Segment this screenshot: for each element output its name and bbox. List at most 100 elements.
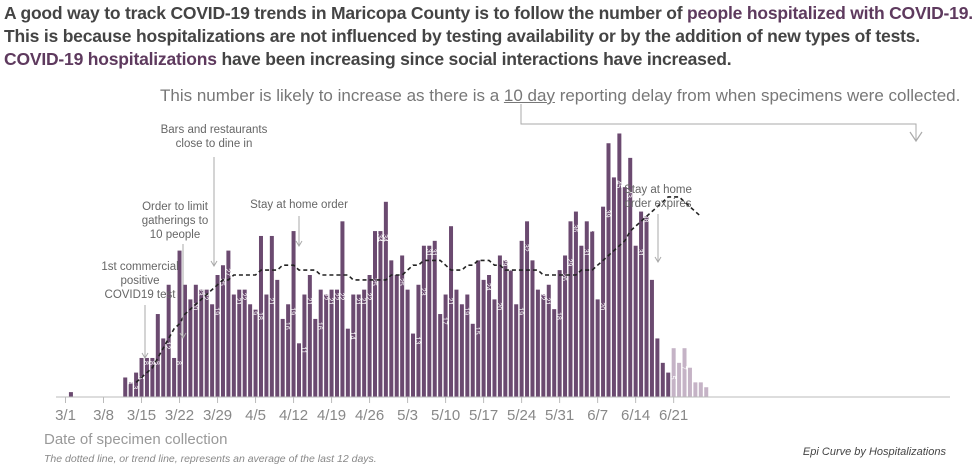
highlight-hospitalized: people hospitalized with COVID-19. xyxy=(687,3,973,23)
bar xyxy=(362,289,367,397)
bar-label: 22 xyxy=(337,293,344,301)
delayed-bar-label: 7 xyxy=(679,366,686,370)
bar xyxy=(617,133,622,398)
bar xyxy=(215,275,220,397)
bar-label: 32 xyxy=(522,244,529,252)
bar-label: 22 xyxy=(365,293,372,301)
bar xyxy=(356,294,361,397)
bar-label: 21 xyxy=(359,298,366,306)
bar-label: 22 xyxy=(240,293,247,301)
bar-label: 16 xyxy=(316,322,323,330)
bar xyxy=(633,245,638,397)
reporting-delay-note: This number is likely to increase as the… xyxy=(160,86,961,105)
bar-label: 21 xyxy=(446,298,453,306)
bar-label: 22 xyxy=(457,293,464,301)
bar-label: 33 xyxy=(261,239,268,247)
bar-label: 18 xyxy=(555,312,562,320)
bar xyxy=(166,284,171,397)
bar xyxy=(269,235,274,397)
bar xyxy=(606,143,611,397)
bar-label: 35 xyxy=(451,229,458,237)
bar xyxy=(601,206,606,397)
delay-arrow-icon xyxy=(909,131,923,143)
bar-label: 23 xyxy=(419,288,426,296)
bar-label: 21 xyxy=(267,298,274,306)
bar xyxy=(503,260,508,397)
arrow-down-icon xyxy=(179,332,187,339)
bar xyxy=(373,231,378,397)
annotation-commercial_test: COVID19 test xyxy=(105,289,177,301)
bar-label: 4 xyxy=(126,380,133,384)
annotation-limit_gatherings: 10 people xyxy=(150,229,201,241)
delayed-bar xyxy=(682,348,687,397)
bar-label: 23 xyxy=(169,288,176,296)
bar-label: 21 xyxy=(468,298,475,306)
bar-label: 19 xyxy=(517,307,524,315)
bar xyxy=(546,284,551,397)
bar xyxy=(182,284,187,397)
bar-label: 21 xyxy=(305,298,312,306)
bar xyxy=(552,309,557,397)
bar xyxy=(123,377,128,397)
bar xyxy=(519,240,524,397)
bar-label: 12 xyxy=(164,341,171,349)
bar xyxy=(573,211,578,397)
bar xyxy=(144,357,149,397)
bar xyxy=(199,289,204,397)
bar-label: 21 xyxy=(544,298,551,306)
bar-label: 25 xyxy=(310,278,317,286)
bar-label: 29 xyxy=(403,258,410,266)
bar-label: 38 xyxy=(641,215,648,223)
bar xyxy=(481,279,486,397)
bar xyxy=(188,299,193,397)
bar-label: 21 xyxy=(327,298,334,306)
bar xyxy=(438,314,443,397)
bar xyxy=(595,299,600,397)
bar-label: 25 xyxy=(370,278,377,286)
bar-label: 31 xyxy=(582,249,589,257)
bar-label: 19 xyxy=(289,307,296,315)
bar xyxy=(611,177,616,397)
bar-label: 13 xyxy=(413,337,420,345)
bar-label: 26 xyxy=(511,273,518,281)
bar-label: 33 xyxy=(272,239,279,247)
bar xyxy=(568,221,573,397)
bar xyxy=(193,284,198,397)
bar xyxy=(655,338,660,397)
bar xyxy=(155,314,160,397)
bar xyxy=(286,304,291,397)
bar xyxy=(248,304,253,397)
bar xyxy=(497,255,502,397)
delayed-bar-label: 10 xyxy=(674,351,681,359)
annotation-limit_gatherings: Order to limit xyxy=(142,201,209,213)
bar xyxy=(557,270,562,397)
x-tick-label: 5/3 xyxy=(397,407,418,424)
bar xyxy=(367,275,372,397)
bar xyxy=(411,333,416,397)
x-axis-title: Date of specimen collection xyxy=(44,431,228,448)
bar xyxy=(530,260,535,397)
bar-label: 37 xyxy=(647,219,654,227)
delayed-bar-label: 6 xyxy=(690,371,697,375)
delayed-bar xyxy=(704,387,709,397)
bar xyxy=(563,255,568,397)
trend-note: The dotted line, or trend line, represen… xyxy=(44,453,377,465)
delayed-bar xyxy=(698,382,703,397)
bar xyxy=(644,216,649,397)
bar xyxy=(383,201,388,397)
bar xyxy=(242,289,247,397)
bar xyxy=(264,294,269,397)
bar-label: 24 xyxy=(278,283,285,291)
bar xyxy=(416,284,421,397)
bar xyxy=(400,255,405,397)
bar xyxy=(324,294,329,397)
annotation-stay_home: Stay at home order xyxy=(250,199,348,211)
bar-label: 30 xyxy=(229,254,236,262)
bar-label: 22 xyxy=(538,293,545,301)
bar-label: 14 xyxy=(348,332,355,340)
bar-label: 3 xyxy=(131,385,138,389)
bar-label: 31 xyxy=(430,249,437,257)
bar-label: 7 xyxy=(663,366,670,370)
arrow-down-icon xyxy=(141,352,149,359)
bar xyxy=(541,294,546,397)
